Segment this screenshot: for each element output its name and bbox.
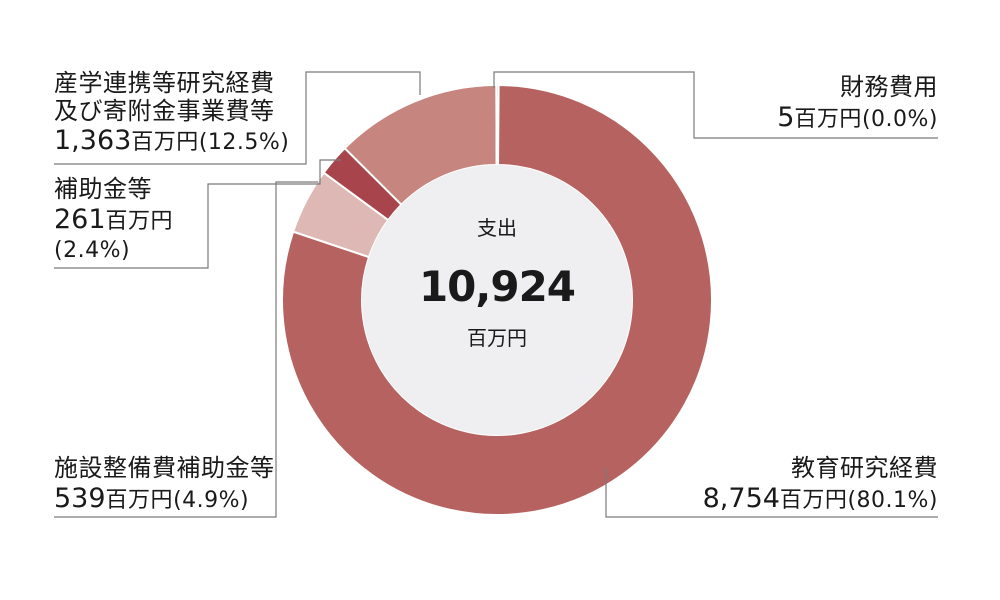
label-education-research: 教育研究経費 8,754百万円(80.1%) [702,454,938,514]
slice-unit: 百万円 [779,487,848,513]
slice-amount: 261 [54,203,106,235]
leader-facility-subsidies [54,181,318,518]
leader-industry-collaboration [54,71,421,165]
slice-percent: (12.5%) [198,130,290,156]
donut-hole [362,165,632,435]
slice-amount: 539 [54,482,106,514]
slice-name-line2: 及び寄附金事業費等 [54,96,275,125]
slice-amount: 8,754 [702,482,780,514]
label-subsidies: 補助金等 261百万円 (2.4%) [54,175,174,263]
slice-percent: (0.0%) [861,106,938,132]
slice-unit: 百万円 [131,130,199,156]
center-total-value: 10,924 [418,262,576,311]
slice-name: 財務費用 [840,73,938,101]
slice-unit: 百万円 [794,106,862,132]
leader-subsidies [54,159,341,269]
slice-unit: 百万円 [105,487,174,513]
slice-name: 補助金等 [54,175,152,203]
label-industry-collaboration: 産学連携等研究経費 及び寄附金事業費等 1,363百万円(12.5%) [54,69,290,157]
center-label: 支出 [477,216,517,240]
slice-percent: (80.1%) [847,487,938,513]
leader-education-research [605,468,938,518]
slice-amount: 5 [777,101,795,133]
slice-name: 教育研究経費 [791,454,938,482]
donut-slice-4 [495,84,500,167]
label-facility-subsidies: 施設整備費補助金等 539百万円(4.9%) [54,454,275,514]
label-financial-costs: 財務費用 5百万円(0.0%) [777,73,938,133]
slice-percent: (4.9%) [173,487,250,513]
slice-name: 施設整備費補助金等 [54,454,275,482]
slice-name-line1: 産学連携等研究経費 [54,69,275,97]
slice-amount: 1,363 [54,125,132,157]
slice-unit: 百万円 [105,208,174,234]
leader-financial-costs [493,71,938,139]
center-unit: 百万円 [467,326,527,350]
slice-percent: (2.4%) [54,237,131,263]
